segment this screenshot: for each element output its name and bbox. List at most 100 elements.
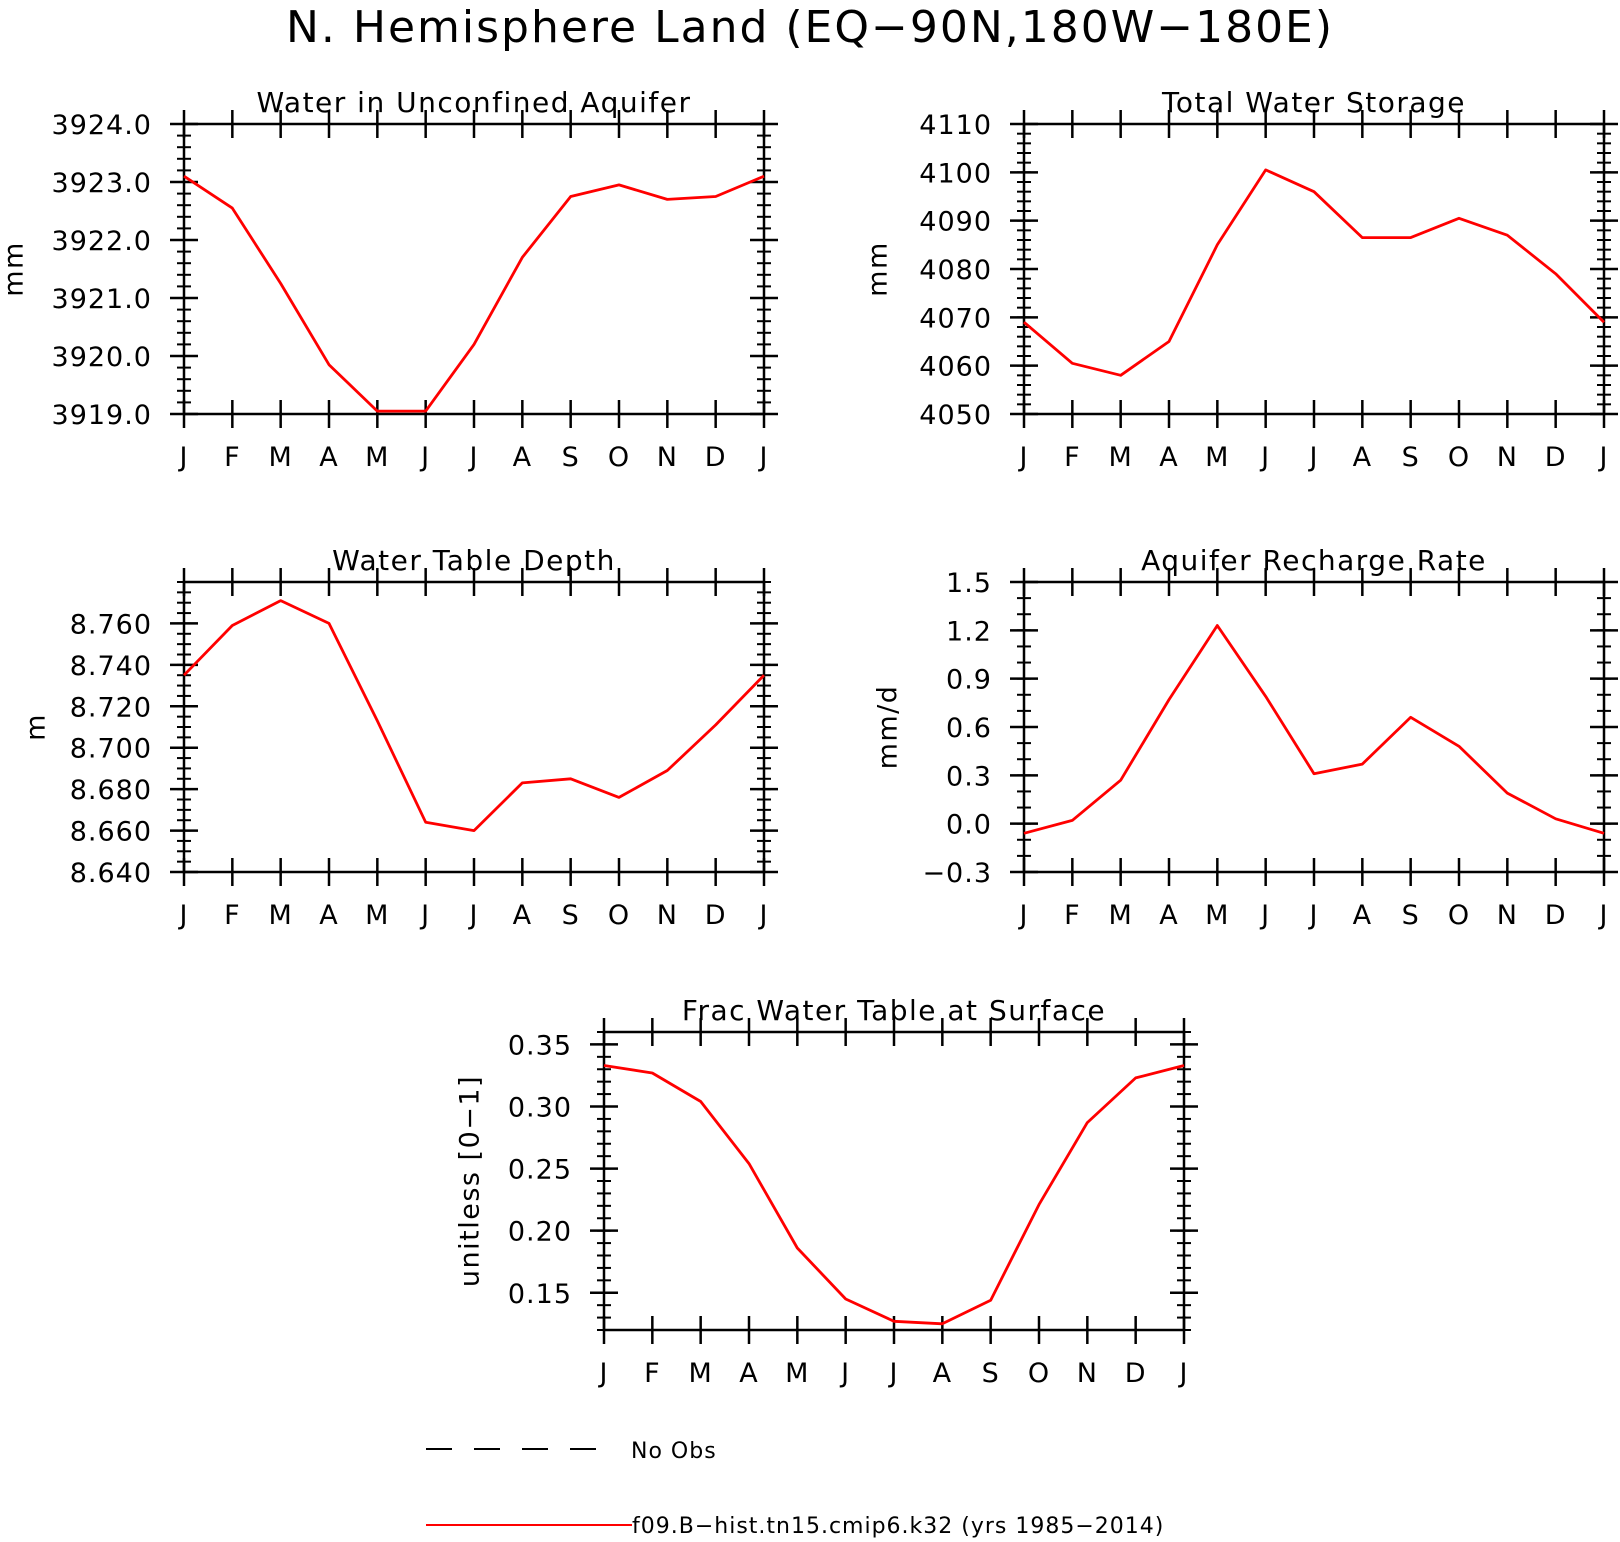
x-tick-label: A [1159,900,1178,931]
y-tick-label: 8.660 [70,817,152,848]
x-tick-label: M [365,442,389,473]
x-tick-label: D [1125,1358,1147,1389]
x-tick-label: D [1545,900,1567,931]
y-tick-label: 0.30 [508,1093,572,1124]
x-tick-label: N [657,900,678,931]
plot-frame [182,580,766,874]
plot-frame [1022,122,1606,416]
x-tick-label: J [178,442,189,473]
y-tick-label: 4060 [919,352,992,383]
y-tick-label: 3920.0 [52,342,152,373]
y-tick-label: −0.3 [922,858,992,889]
series-line [183,174,765,413]
y-tick-label: 3922.0 [52,226,152,257]
x-tick-label: J [758,442,769,473]
y-tick-label: 0.3 [946,761,992,792]
x-tick-label: S [1402,442,1420,473]
x-tick-label: A [513,442,532,473]
figure-title: N. Hemisphere Land (EQ−90N,180W−180E) [286,2,1334,53]
x-tick-label: M [365,900,389,931]
series-line [1023,168,1605,377]
x-tick-label: O [608,900,630,931]
x-tick-label: N [657,442,678,473]
x-tick-label: J [1018,442,1029,473]
series-line [1023,624,1605,835]
x-tick-label: F [644,1358,661,1389]
x-tick-label: J [1259,900,1270,931]
x-tick-label: D [705,442,727,473]
y-tick-label: 4050 [919,400,992,431]
x-tick-label: J [1308,442,1319,473]
y-tick-label: 8.720 [70,692,152,723]
x-tick-label: J [468,900,479,931]
x-tick-label: O [1028,1358,1050,1389]
y-tick-label: 1.2 [946,616,992,647]
x-tick-label: M [785,1358,809,1389]
y-tick-label: 4100 [919,158,992,189]
plot-frame [602,1030,1186,1332]
series-line [182,599,766,832]
x-tick-label: M [689,1358,713,1389]
y-tick-label: 0.25 [508,1155,572,1186]
x-tick-label: J [1308,900,1319,931]
x-tick-label: J [839,1358,850,1389]
y-axis-label: m [21,713,52,741]
x-tick-label: F [1064,442,1081,473]
legend-obs-label: No Obs [631,1439,717,1464]
y-tick-label: 8.640 [70,858,152,889]
x-tick-label: A [513,900,532,931]
x-tick-label: A [1159,442,1178,473]
y-tick-label: 3924.0 [52,110,152,141]
y-tick-label: 3923.0 [52,168,152,199]
legend-model-label: f09.B−hist.tn15.cmip6.k32 (yrs 1985−2014… [632,1514,1164,1539]
series-line [603,1064,1185,1326]
y-tick-label: 8.740 [70,651,152,682]
y-tick-label: 0.15 [508,1279,572,1310]
x-tick-label: A [319,900,338,931]
x-tick-label: J [888,1358,899,1389]
plot-frame [1022,580,1606,874]
y-tick-label: 3921.0 [52,284,152,315]
y-tick-label: 0.35 [508,1030,572,1061]
x-tick-label: J [468,442,479,473]
y-tick-label: 0.20 [508,1217,572,1248]
x-tick-label: O [608,442,630,473]
x-tick-label: S [562,900,580,931]
x-tick-label: F [1064,900,1081,931]
x-tick-label: N [1077,1358,1098,1389]
x-tick-label: M [1109,442,1133,473]
y-tick-label: 8.760 [70,609,152,640]
x-tick-label: A [739,1358,758,1389]
y-tick-label: 3919.0 [52,400,152,431]
x-tick-label: J [419,900,430,931]
x-tick-label: J [758,900,769,931]
x-tick-label: O [1448,442,1470,473]
x-tick-label: J [1598,900,1609,931]
x-tick-label: A [933,1358,952,1389]
x-tick-label: F [224,900,241,931]
y-axis-label: unitless [0−1] [455,1075,486,1287]
x-tick-label: J [1178,1358,1189,1389]
x-tick-label: S [1402,900,1420,931]
x-tick-label: A [319,442,338,473]
y-tick-label: 4090 [919,207,992,238]
x-tick-label: A [1353,900,1372,931]
x-tick-label: M [269,442,293,473]
x-tick-label: M [1205,900,1229,931]
x-tick-label: M [269,900,293,931]
x-tick-label: D [705,900,727,931]
y-tick-label: 8.700 [70,734,152,765]
y-axis-label: mm/d [873,685,904,770]
y-tick-label: 8.680 [70,775,152,806]
x-tick-label: S [562,442,580,473]
y-tick-label: 4110 [919,110,992,141]
y-axis-label: mm [0,241,30,297]
x-tick-label: M [1205,442,1229,473]
x-tick-label: N [1497,900,1518,931]
